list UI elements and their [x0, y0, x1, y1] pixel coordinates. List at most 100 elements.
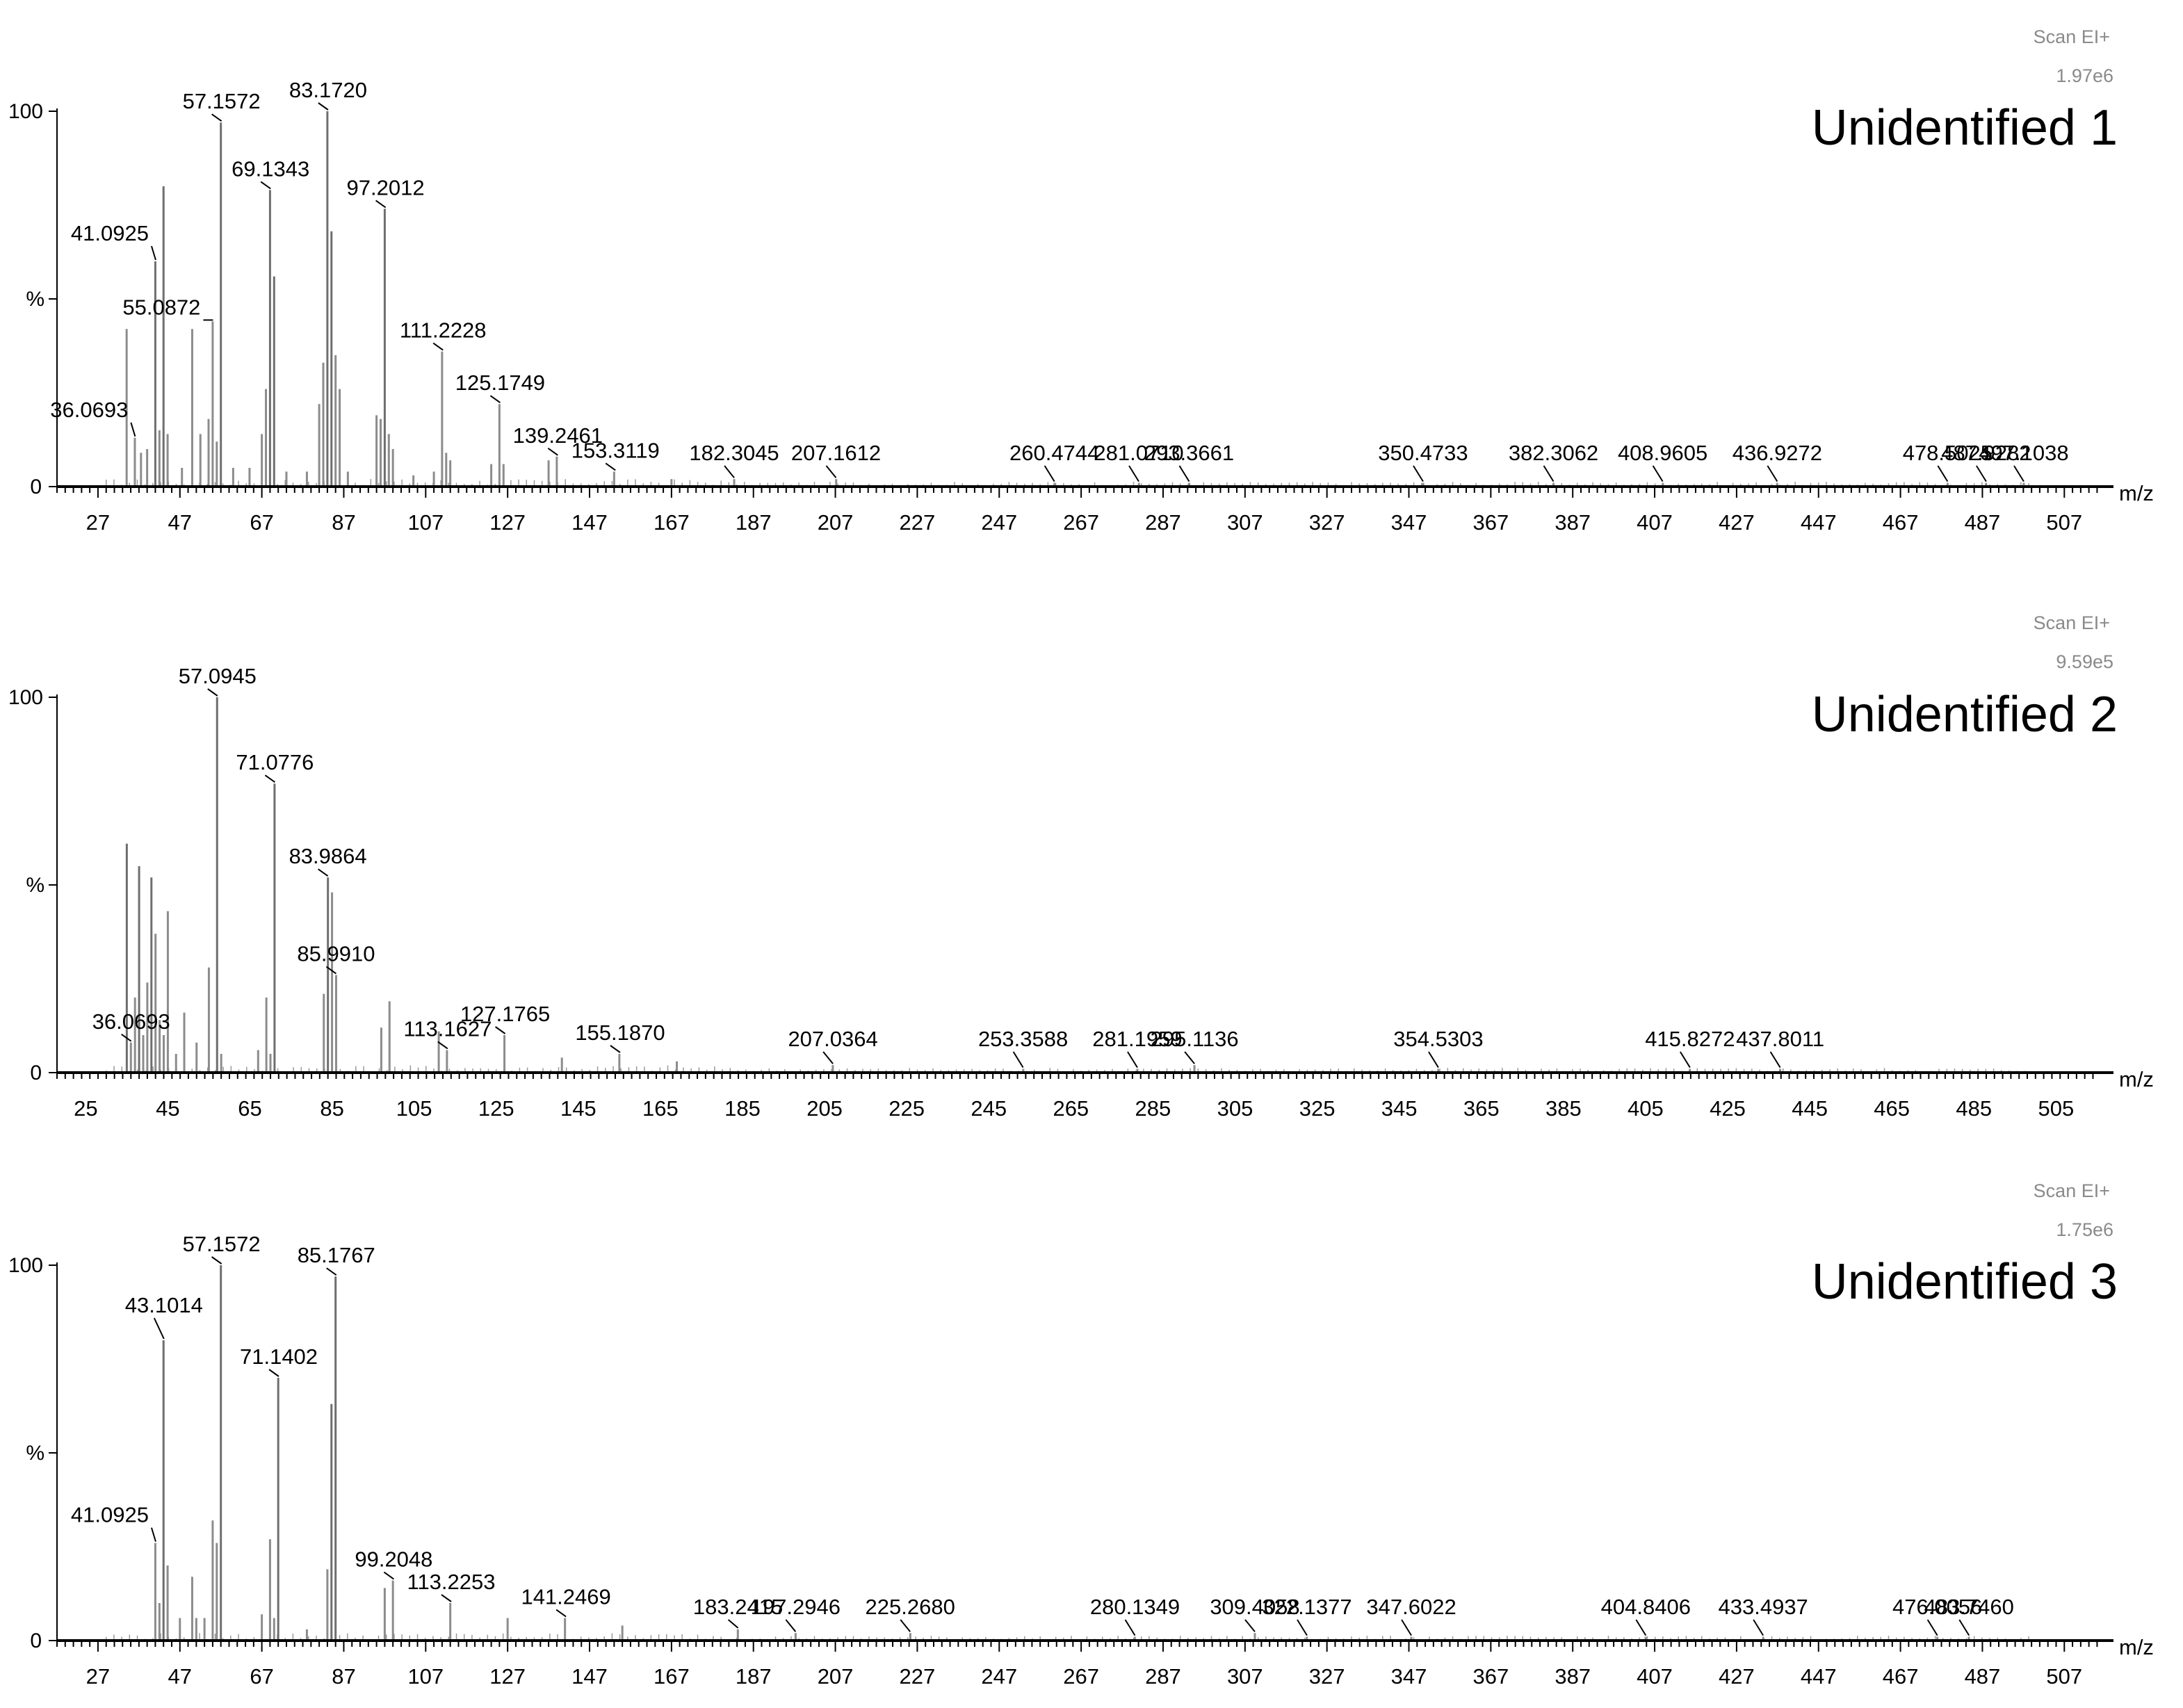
- x-tick-label: 207: [818, 510, 854, 535]
- x-tick-label: 467: [1883, 1664, 1919, 1689]
- x-tick-label: 285: [1135, 1096, 1171, 1121]
- x-tick-label: 447: [1801, 510, 1837, 535]
- x-tick-label: 267: [1063, 1664, 1099, 1689]
- x-tick-label: 485: [1956, 1096, 1992, 1121]
- x-tick-label: 307: [1227, 1664, 1263, 1689]
- peak-leader-line: [383, 1571, 394, 1580]
- peak-leader-line: [121, 1033, 132, 1042]
- x-tick-label: 427: [1719, 1664, 1755, 1689]
- x-tick-label: 185: [724, 1096, 761, 1121]
- intensity-label: 1.97e6: [2056, 65, 2113, 86]
- x-tick-label: 325: [1299, 1096, 1336, 1121]
- x-tick-label: 365: [1463, 1096, 1500, 1121]
- peak-leader-line: [151, 245, 156, 261]
- peak-leader-line: [441, 1594, 452, 1602]
- x-tick-label: 85: [320, 1096, 343, 1121]
- peak-label: 83.9864: [289, 844, 367, 868]
- peak-label: 55.0872: [122, 295, 200, 319]
- x-tick-label: 107: [407, 510, 444, 535]
- peak-label: 433.4937: [1719, 1595, 1808, 1619]
- peak-leader-line: [724, 465, 735, 478]
- peak-label: 155.1870: [575, 1020, 665, 1045]
- peak-leader-line: [1178, 465, 1190, 482]
- x-tick-label: 305: [1217, 1096, 1253, 1121]
- x-tick-label: 227: [900, 1664, 936, 1689]
- x-tick-label: 145: [560, 1096, 597, 1121]
- x-tick-label: 25: [74, 1096, 97, 1121]
- peak-leader-line: [900, 1619, 911, 1632]
- peak-leader-line: [1976, 465, 1987, 482]
- x-tick-label: 445: [1792, 1096, 1828, 1121]
- peak-label: 85.1767: [298, 1243, 375, 1267]
- chart-title: Unidentified 1: [1812, 100, 2118, 156]
- peak-label: 476.0056: [1892, 1595, 1982, 1619]
- peak-label: 36.0693: [92, 1009, 170, 1034]
- axes: 100% 0 25 45 65 85 105 125 145 165 185 205 225 245 265…: [8, 686, 2154, 1121]
- peak-label: 71.0776: [236, 750, 314, 774]
- peak-leader-line: [211, 113, 222, 122]
- peak-label: 293.3661: [1144, 441, 1234, 465]
- peak-leader-line: [318, 868, 329, 877]
- peak-leader-line: [547, 447, 558, 456]
- x-tick-label: 127: [489, 510, 526, 535]
- peak-label: 207.1612: [791, 441, 881, 465]
- y-tick-label: 100: [8, 1254, 43, 1277]
- spectrum-panel-3: 100% 0 27 47 67 87 107 127 147 167 187 207 227 247 267…: [8, 1180, 2154, 1689]
- peak-leader-line: [437, 1041, 448, 1050]
- x-tick-label: 245: [971, 1096, 1007, 1121]
- peak-label: 111.2228: [400, 318, 487, 343]
- peak-leader-line: [260, 181, 271, 190]
- x-tick-label: 307: [1227, 510, 1263, 535]
- peak-label: 483.7460: [1924, 1595, 2014, 1619]
- peak-label: 350.4733: [1378, 441, 1468, 465]
- x-tick-label: 127: [489, 1664, 526, 1689]
- x-tick-label: 407: [1637, 510, 1673, 535]
- axes: 100% 0 27 47 67 87 107 127 147 167 187 207 227 247 267…: [8, 100, 2154, 535]
- y-axis-label: %: [26, 1442, 44, 1465]
- peak-label: 83.1720: [289, 78, 367, 102]
- peak-label: 99.2048: [355, 1547, 432, 1572]
- x-tick-label: 67: [250, 510, 273, 535]
- peak-label: 41.0925: [71, 1503, 149, 1527]
- intensity-label: 9.59e5: [2056, 651, 2113, 672]
- spectrum-panel-1: 100% 0 27 47 67 87 107 127 147 167 187 207 227 247 267…: [8, 26, 2154, 535]
- peak-leader-line: [1926, 1619, 1938, 1636]
- peak-label: 347.6022: [1366, 1595, 1456, 1619]
- x-tick-label: 167: [654, 510, 690, 535]
- peak-label: 408.9605: [1618, 441, 1707, 465]
- peak-label: 71.1402: [240, 1344, 318, 1369]
- x-axis-label: m/z: [2119, 481, 2154, 505]
- peak-label: 487.9282: [1941, 441, 2031, 465]
- peak-leader-line: [1244, 1619, 1256, 1632]
- x-tick-label: 467: [1883, 510, 1919, 535]
- peak-leader-line: [264, 774, 275, 783]
- peak-label: 281.0710: [1094, 441, 1183, 465]
- x-tick-label: 347: [1391, 1664, 1427, 1689]
- y-axis-label: %: [26, 874, 44, 897]
- peak-label: 404.8406: [1601, 1595, 1691, 1619]
- x-tick-label: 425: [1710, 1096, 1746, 1121]
- peak-leader-line: [822, 1051, 834, 1064]
- chart-title: Unidentified 2: [1812, 687, 2118, 742]
- x-tick-label: 107: [407, 1664, 444, 1689]
- peak-leader-line: [1127, 1051, 1138, 1068]
- intensity-label: 1.75e6: [2056, 1219, 2113, 1240]
- peak-leader-line: [2013, 465, 2024, 482]
- peak-leader-line: [1767, 465, 1778, 482]
- x-tick-label: 47: [168, 1664, 192, 1689]
- x-tick-label: 327: [1309, 1664, 1345, 1689]
- peak-leader-line: [1543, 465, 1555, 482]
- x-tick-label: 87: [332, 1664, 355, 1689]
- peak-leader-line: [605, 462, 616, 471]
- peak-leader-line: [727, 1619, 739, 1629]
- peak-label: 322.1377: [1262, 1595, 1352, 1619]
- peaks: [125, 697, 1782, 1073]
- x-tick-label: 505: [2038, 1096, 2074, 1121]
- peak-label: 497.1038: [1979, 441, 2068, 465]
- x-tick-label: 87: [332, 510, 355, 535]
- peak-leader-line: [1124, 1619, 1136, 1636]
- peak-label: 125.1749: [455, 371, 545, 395]
- x-tick-label: 507: [2046, 1664, 2082, 1689]
- x-tick-label: 367: [1472, 510, 1509, 535]
- peak-leader-line: [211, 1256, 222, 1264]
